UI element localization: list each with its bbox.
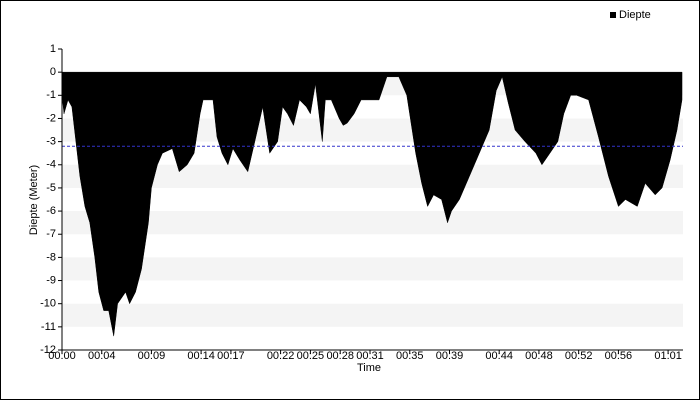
- band: [62, 164, 683, 188]
- x-axis-label: Time: [357, 362, 381, 374]
- x-tick-label: 00:39: [436, 350, 464, 362]
- x-tick-label: 00:00: [48, 350, 76, 362]
- y-tick-label: -5: [46, 182, 56, 194]
- y-tick-label: -11: [41, 321, 56, 333]
- legend-swatch: [610, 12, 616, 18]
- x-tick-label: 00:35: [396, 350, 424, 362]
- y-tick-label: -8: [46, 251, 56, 263]
- y-tick-label: -2: [46, 112, 56, 124]
- x-tick-label: 00:04: [88, 350, 116, 362]
- y-tick-label: -4: [46, 159, 56, 171]
- y-tick-label: -9: [46, 274, 56, 286]
- x-tick-label: 00:25: [297, 350, 325, 362]
- y-tick-label: -12: [40, 344, 56, 356]
- x-tick-label: 00:22: [267, 350, 295, 362]
- y-tick-label: -1: [46, 89, 56, 101]
- x-tick-label: 00:14: [187, 350, 215, 362]
- x-tick-label: 00:44: [485, 350, 513, 362]
- y-tick-label: -3: [46, 136, 56, 148]
- x-tick-label: 00:09: [138, 350, 166, 362]
- band: [62, 211, 683, 235]
- x-tick-label: 00:52: [565, 350, 593, 362]
- x-tick-label: 00:48: [525, 350, 553, 362]
- x-tick-label: 00:17: [217, 350, 245, 362]
- x-tick-label: 00:56: [605, 350, 633, 362]
- x-tick-label: 01:01: [654, 350, 682, 362]
- y-tick-label: 0: [50, 66, 56, 78]
- y-tick-label: -7: [46, 228, 56, 240]
- y-tick-label: -10: [40, 298, 56, 310]
- x-tick-label: 00:28: [326, 350, 354, 362]
- y-tick-label: 1: [50, 43, 56, 55]
- band: [62, 257, 683, 281]
- band: [62, 303, 683, 327]
- y-tick-label: -6: [46, 205, 56, 217]
- legend-label: Diepte: [619, 9, 651, 21]
- area: [61, 71, 683, 337]
- y-axis-label: Diepte (Meter): [28, 165, 40, 235]
- x-tick-label: 00:31: [356, 350, 384, 362]
